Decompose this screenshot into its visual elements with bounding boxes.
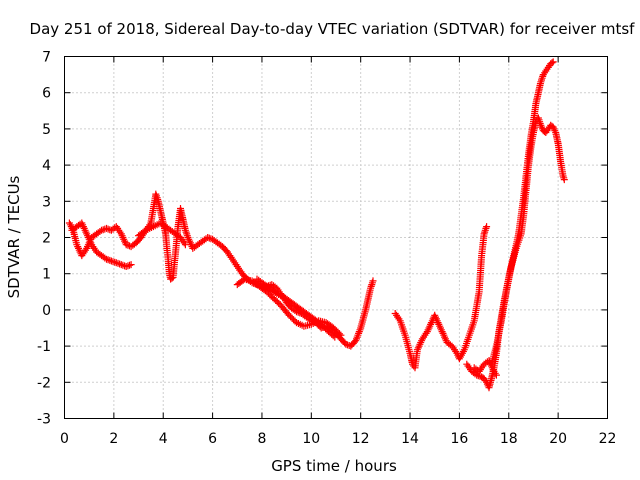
data-point: [181, 241, 189, 249]
y-tick-label: 1: [42, 267, 51, 283]
x-axis-label: GPS time / hours: [271, 457, 397, 475]
y-tick-label: 4: [42, 158, 51, 174]
data-points: [65, 58, 568, 392]
y-tick-label: 6: [42, 86, 51, 102]
data-point: [369, 277, 377, 285]
data-point: [168, 274, 176, 282]
grid: [64, 56, 608, 419]
y-tick-labels: -3 -2 -1 0 1 2 3 4 5 6 7: [37, 50, 51, 428]
data-point: [549, 58, 557, 66]
data-point: [117, 261, 125, 269]
data-point: [337, 331, 345, 339]
x-tick-label: 18: [500, 431, 518, 447]
y-tick-label: 5: [42, 122, 51, 138]
data-point: [127, 261, 135, 269]
data-point: [560, 176, 568, 184]
plot-frame: [64, 56, 608, 419]
x-tick-label: 20: [549, 431, 567, 447]
x-tick-label: 12: [352, 431, 370, 447]
data-point: [331, 333, 339, 341]
x-tick-label: 0: [60, 431, 69, 447]
y-axis-label: SDTVAR / TECUs: [5, 175, 23, 298]
y-tick-label: 2: [42, 231, 51, 247]
data-point: [103, 224, 110, 232]
x-tick-label: 4: [159, 431, 168, 447]
y-tick-label: 3: [42, 194, 51, 210]
chart-title: Day 251 of 2018, Sidereal Day-to-day VTE…: [30, 20, 636, 38]
x-tick-labels: 0 2 4 6 8 10 12 14 16 18 20 22: [60, 431, 616, 447]
data-point: [548, 59, 556, 67]
x-tick-label: 2: [109, 431, 118, 447]
x-tick-label: 16: [450, 431, 468, 447]
ticks: [64, 56, 608, 419]
y-tick-label: 0: [42, 303, 51, 319]
y-tick-label: 7: [42, 50, 51, 66]
y-tick-label: -3: [37, 412, 51, 428]
x-tick-label: 10: [302, 431, 320, 447]
data-point: [483, 223, 491, 231]
data-point: [329, 332, 337, 340]
x-tick-label: 8: [257, 431, 266, 447]
y-tick-label: -1: [37, 339, 51, 355]
y-tick-label: -2: [37, 375, 51, 391]
x-tick-label: 14: [401, 431, 419, 447]
data-point: [126, 261, 133, 269]
data-point: [336, 330, 343, 338]
data-point: [492, 371, 500, 379]
x-tick-label: 22: [599, 431, 617, 447]
x-tick-label: 6: [208, 431, 217, 447]
